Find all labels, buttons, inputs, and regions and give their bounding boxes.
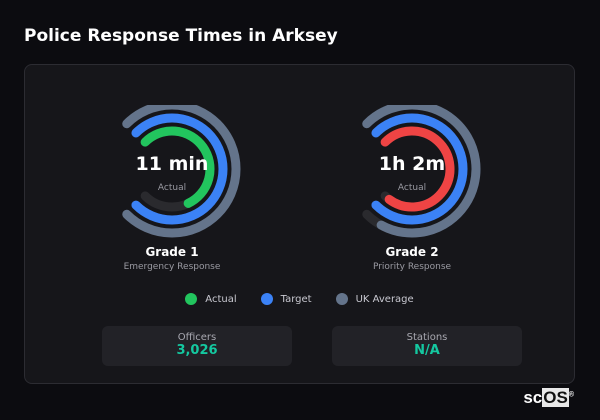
stat-officers: Officers 3,026 — [102, 326, 292, 366]
gauge-sublabel: Actual — [397, 183, 427, 193]
page-title: Police Response Times in Arksey — [24, 26, 338, 46]
gauge-rings — [122, 105, 241, 238]
gauge-value: 1h 2m — [378, 153, 446, 175]
legend-label: Target — [280, 294, 312, 305]
gauge-description: Emergency Response — [123, 262, 221, 272]
legend: Actual Target UK Average — [25, 293, 574, 305]
gauge-value: 11 min — [135, 153, 209, 175]
legend-item-target: Target — [260, 293, 312, 305]
legend-item-actual: Actual — [185, 293, 237, 305]
scos-logo: scOS® — [523, 388, 574, 407]
legend-dot — [185, 293, 198, 305]
legend-label: Actual — [205, 294, 237, 305]
gauge-grade-2: 1h 2m Actual Grade 2 Priority Response — [332, 105, 492, 275]
gauge-name: Grade 1 — [145, 245, 199, 259]
gauge-description: Priority Response — [372, 262, 452, 272]
stat-label: Stations — [406, 332, 448, 343]
ring-target — [371, 113, 468, 225]
ring-uk-average — [362, 105, 481, 238]
gauge-grade-1: 11 min Actual Grade 1 Emergency Response — [92, 105, 252, 275]
gauge-sublabel: Actual — [157, 183, 187, 193]
legend-dot — [260, 293, 273, 305]
response-card: 11 min Actual Grade 1 Emergency Response… — [24, 64, 575, 384]
stat-value: 3,026 — [176, 343, 218, 358]
legend-item-uk-average: UK Average — [335, 293, 414, 305]
ring-uk-average — [122, 105, 241, 238]
ring-target — [131, 113, 228, 225]
gauge-rings — [362, 105, 481, 238]
stat-stations: Stations N/A — [332, 326, 522, 366]
stat-label: Officers — [177, 332, 217, 343]
legend-dot — [335, 293, 348, 305]
legend-label: UK Average — [355, 294, 414, 305]
ring-actual — [380, 126, 455, 212]
stat-value: N/A — [414, 343, 440, 358]
ring-actual — [140, 126, 215, 208]
gauge-name: Grade 2 — [385, 245, 439, 259]
